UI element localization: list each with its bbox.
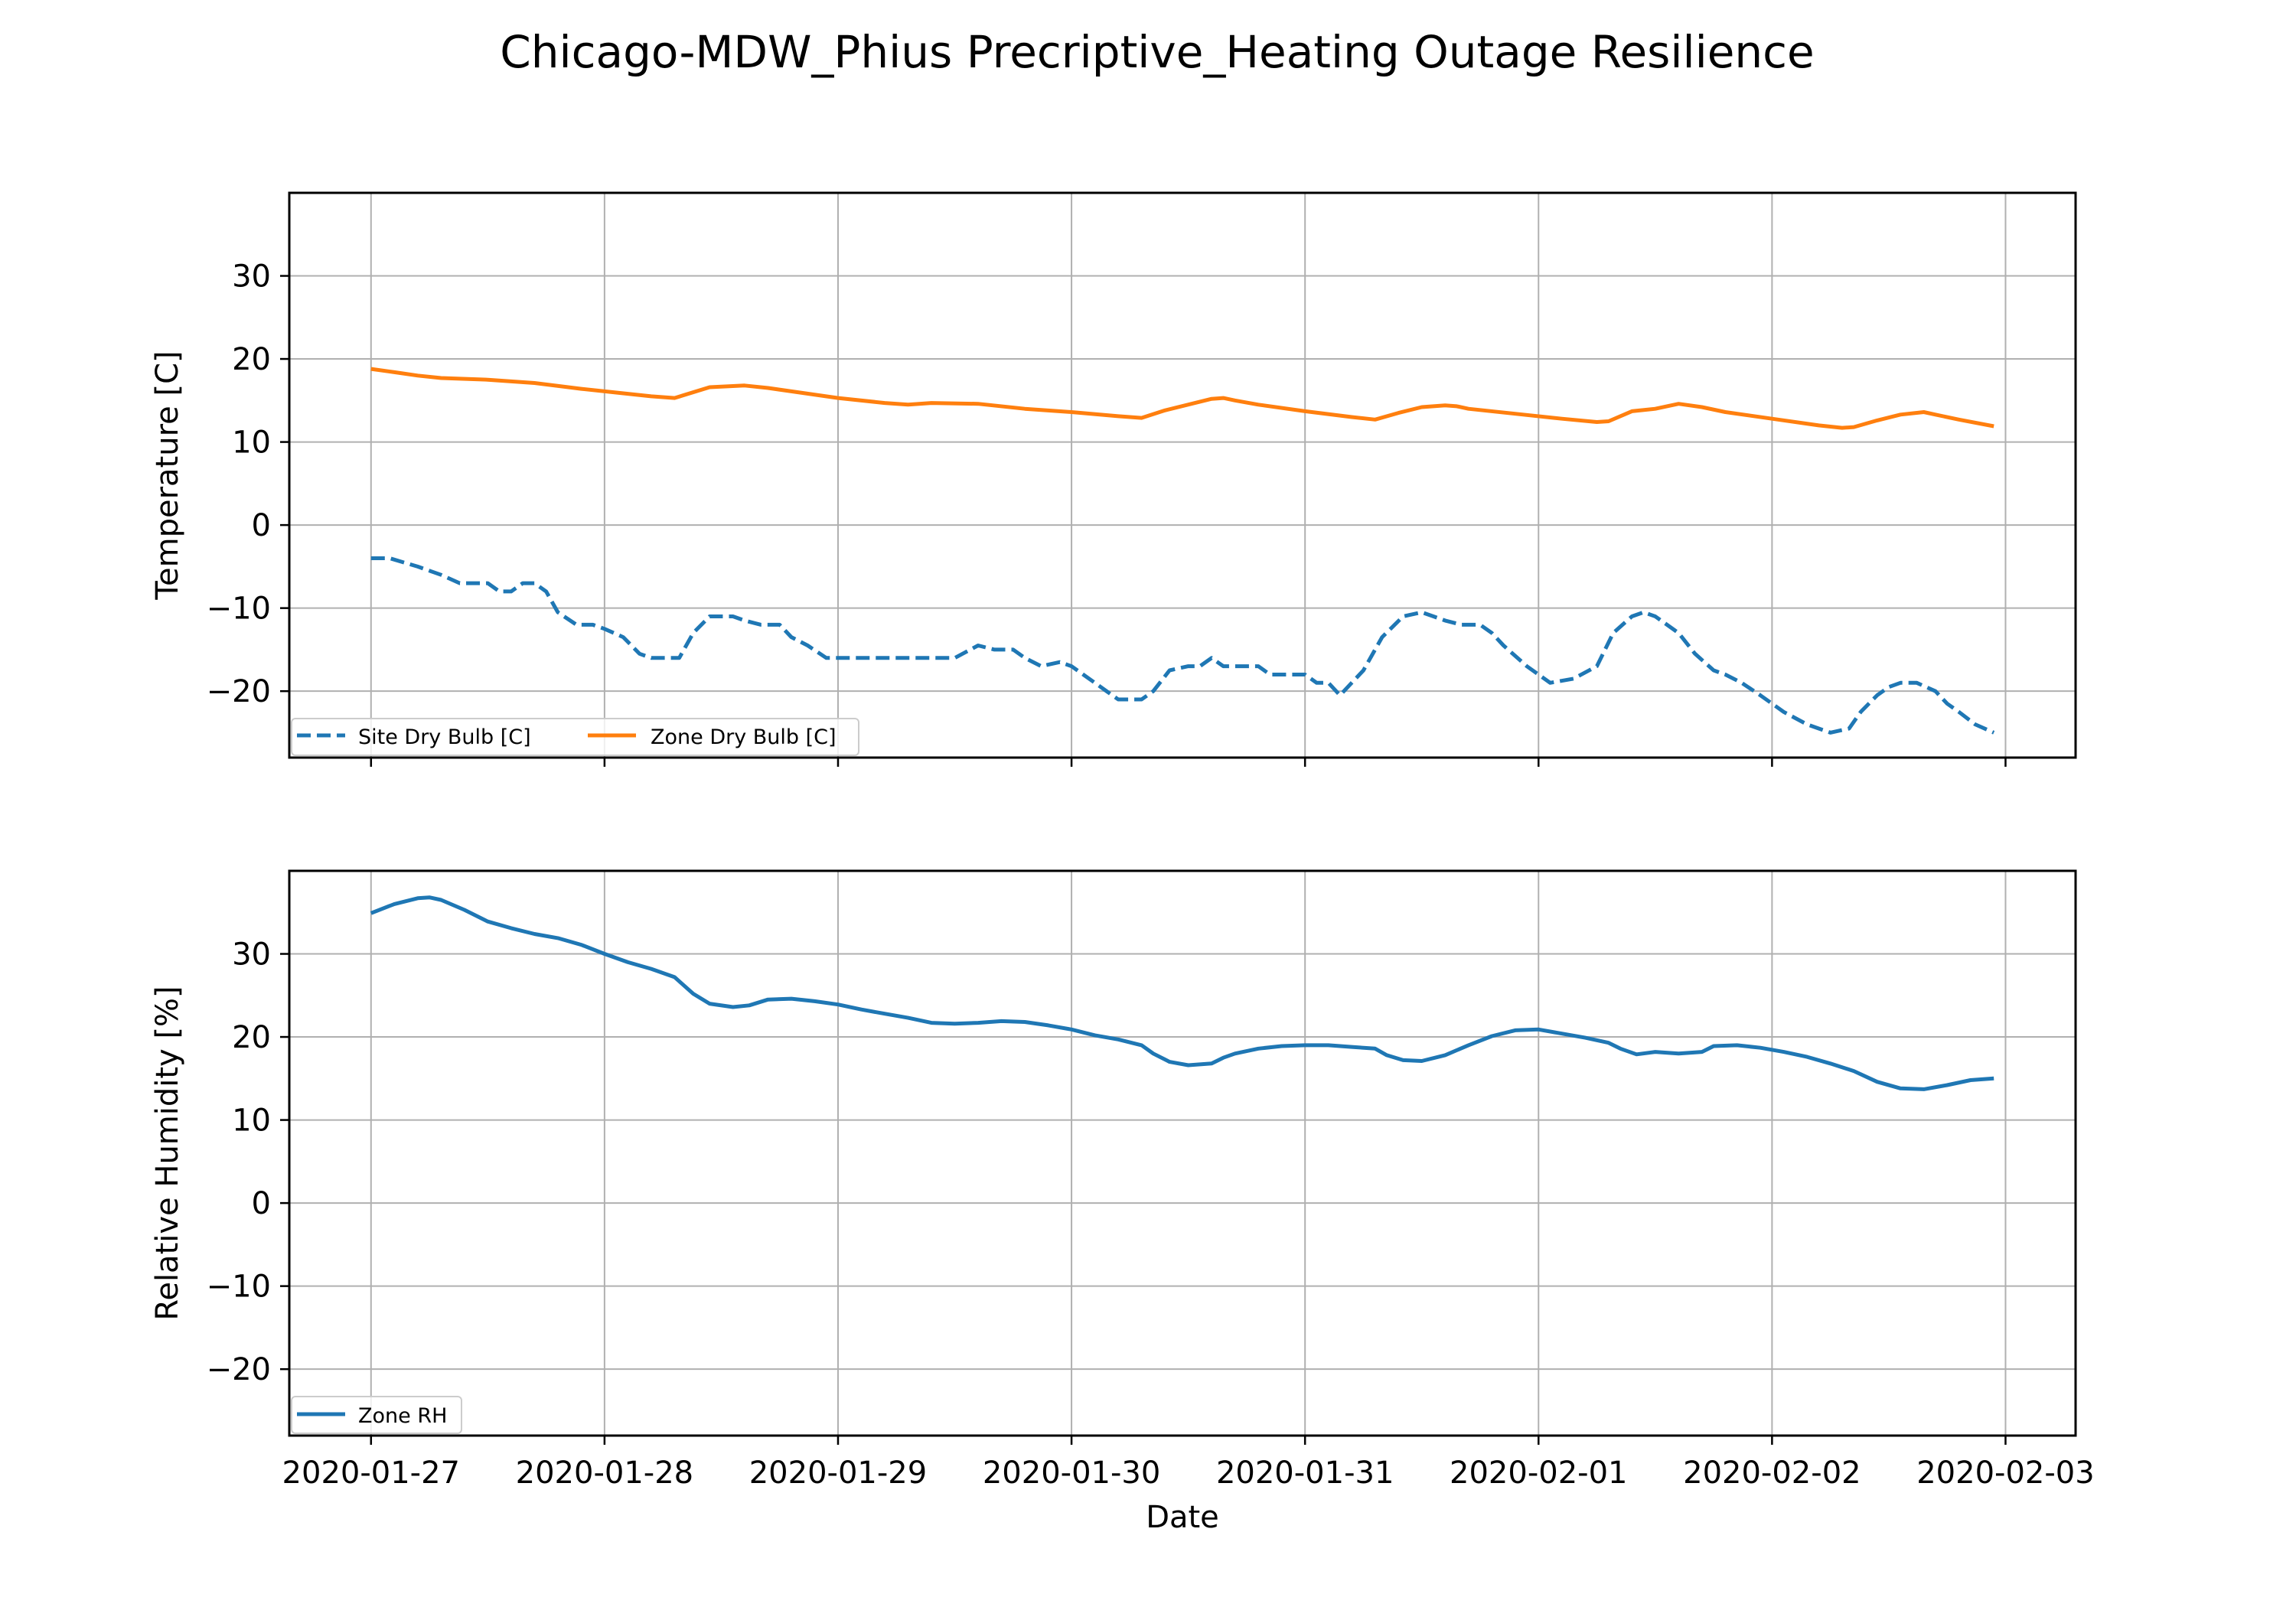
humidity-axes-frame [288,869,2077,1437]
temperature-y-tick-label-5: 30 [232,259,271,295]
humidity-y-tick-label-1: −10 [207,1270,271,1305]
x-tick-label-1: 2020-01-28 [516,1455,693,1491]
humidity-grid [289,871,2076,1436]
series-line-site-dry-bulb-c [370,556,1995,735]
legend-label-site-dry-bulb: Site Dry Bulb [C] [358,725,531,749]
humidity-legend-box [291,1396,462,1434]
temperature-grid [289,193,2076,758]
temperature-lines [370,367,1995,735]
humidity-y-tick-label-4: 20 [232,1020,271,1055]
humidity-lines [370,895,1994,1091]
temperature-axes: −20 −10 0 10 20 30 Temperature [C] Site Dry B… [150,191,2077,767]
series-line-zone-rh [370,895,1994,1091]
humidity-y-tick-label-5: 30 [232,937,271,973]
temperature-y-tick-label-3: 10 [232,425,271,461]
x-tick-label-5: 2020-02-01 [1450,1455,1627,1491]
temperature-y-axis-label: Temperature [C] [150,350,185,600]
humidity-y-tick-label-2: 0 [252,1186,271,1221]
x-tick-label-2: 2020-01-29 [749,1455,927,1491]
temperature-legend-box [291,718,859,756]
x-tick-label-3: 2020-01-30 [983,1455,1160,1491]
temperature-y-tick-label-4: 20 [232,342,271,377]
humidity-legend: Zone RH [291,1396,462,1434]
figure-title: Chicago-MDW_Phius Precriptive_Heating Ou… [500,26,1814,78]
temperature-axes-frame [288,191,2077,759]
x-axis-label: Date [1146,1500,1219,1535]
humidity-ticks: 2020-01-27 2020-01-28 2020-01-29 2020-01-30… [207,937,2095,1491]
legend-label-zone-rh: Zone RH [358,1404,447,1428]
x-tick-label-7: 2020-02-03 [1916,1455,2094,1491]
legend-label-zone-dry-bulb: Zone Dry Bulb [C] [651,725,837,749]
humidity-y-tick-label-3: 10 [232,1103,271,1139]
temperature-legend: Site Dry Bulb [C] Zone Dry Bulb [C] [291,718,859,756]
temperature-y-tick-label-2: 0 [252,508,271,543]
x-tick-label-6: 2020-02-02 [1683,1455,1861,1491]
temperature-ticks: −20 −10 0 10 20 30 [207,259,2007,767]
temperature-y-tick-label-0: −20 [207,674,271,709]
series-line-zone-dry-bulb-c [370,367,1994,430]
humidity-y-axis-label: Relative Humidity [%] [150,986,185,1320]
temperature-y-tick-label-1: −10 [207,592,271,627]
x-tick-label-4: 2020-01-31 [1216,1455,1394,1491]
x-tick-label-0: 2020-01-27 [282,1455,460,1491]
humidity-axes: 2020-01-27 2020-01-28 2020-01-29 2020-01-30… [150,869,2095,1535]
humidity-y-tick-label-0: −20 [207,1352,271,1387]
